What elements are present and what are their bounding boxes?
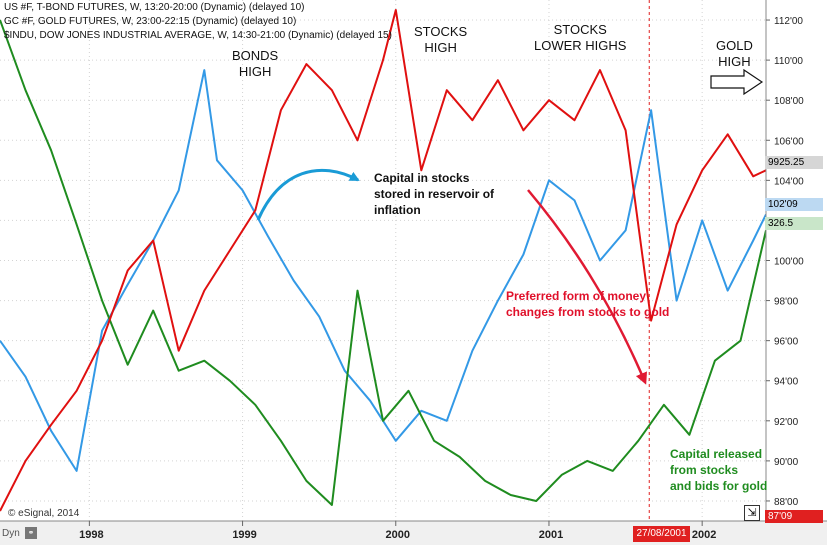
y-tick-label: 106'00 [774, 136, 804, 147]
y-axis-ticks: 88'0090'0092'0094'0096'0098'00100'00102'… [766, 16, 804, 508]
copyright-label: © eSignal, 2014 [8, 508, 80, 519]
y-tick-label: 88'00 [774, 497, 799, 508]
y-tick-label: 92'00 [774, 417, 799, 428]
annotation-arrows [256, 68, 764, 385]
x-axis-ticks: 1998 1999 2000 2001 2002 [79, 521, 716, 541]
price-tag-bond: 102'09 [765, 198, 823, 211]
gold-high-outline-arrow [710, 68, 764, 96]
y-tick-label: 104'00 [774, 176, 804, 187]
y-tick-label: 108'00 [774, 96, 804, 107]
price-tag-bottom: 87'09 [765, 510, 823, 523]
scroll-to-end-icon[interactable]: ⇲ [744, 505, 760, 521]
annotation-capital-in-stocks: Capital in stocks stored in reservoir of… [374, 171, 495, 217]
blue-curved-arrow [256, 168, 360, 221]
price-tag-gold: 326.5 [765, 217, 823, 230]
y-tick-label: 112'00 [774, 16, 803, 27]
annotation-gold-high: GOLD HIGH [716, 38, 753, 69]
x-tick-label: 1998 [79, 529, 103, 541]
y-tick-label: 100'00 [774, 257, 804, 268]
legend-dow: $INDU, DOW JONES INDUSTRIAL AVERAGE, W, … [4, 30, 392, 41]
series-line-1 [0, 19, 767, 506]
annotation-preferred-form: Preferred form of money changes from sto… [506, 289, 670, 319]
x-tick-label: 2002 [692, 529, 716, 541]
x-tick-label: 1999 [232, 529, 256, 541]
right-axis-panel [766, 0, 827, 521]
y-tick-label: 96'00 [774, 337, 799, 348]
y-tick-label: 110'00 [774, 56, 803, 67]
annotation-capital-released: Capital released from stocks and bids fo… [670, 447, 768, 493]
annotation-stocks-high: STOCKS HIGH [414, 24, 468, 55]
legend-gold: GC #F, GOLD FUTURES, W, 23:00-22:15 (Dyn… [4, 16, 297, 27]
red-curved-arrow [527, 189, 647, 385]
price-tag-dow: 9925.25 [765, 156, 823, 169]
y-tick-label: 98'00 [774, 297, 799, 308]
x-tick-label: 2001 [539, 529, 563, 541]
y-tick-label: 90'00 [774, 457, 799, 468]
annotation-stocks-lower-highs: STOCKS LOWER HIGHS [534, 22, 627, 53]
y-tick-label: 94'00 [774, 377, 799, 388]
plot-area [0, 0, 766, 521]
link-icon[interactable]: ⚭ [25, 527, 37, 539]
dyn-label[interactable]: Dyn [2, 528, 20, 539]
cursor-date-label: 27/08/2001 [633, 526, 690, 542]
legend-bond: US #F, T-BOND FUTURES, W, 13:20-20:00 (D… [4, 2, 305, 13]
annotation-bonds-high: BONDS HIGH [232, 48, 279, 79]
series-line-2 [0, 9, 767, 512]
series-layer [0, 9, 767, 512]
x-tick-label: 2000 [386, 529, 410, 541]
